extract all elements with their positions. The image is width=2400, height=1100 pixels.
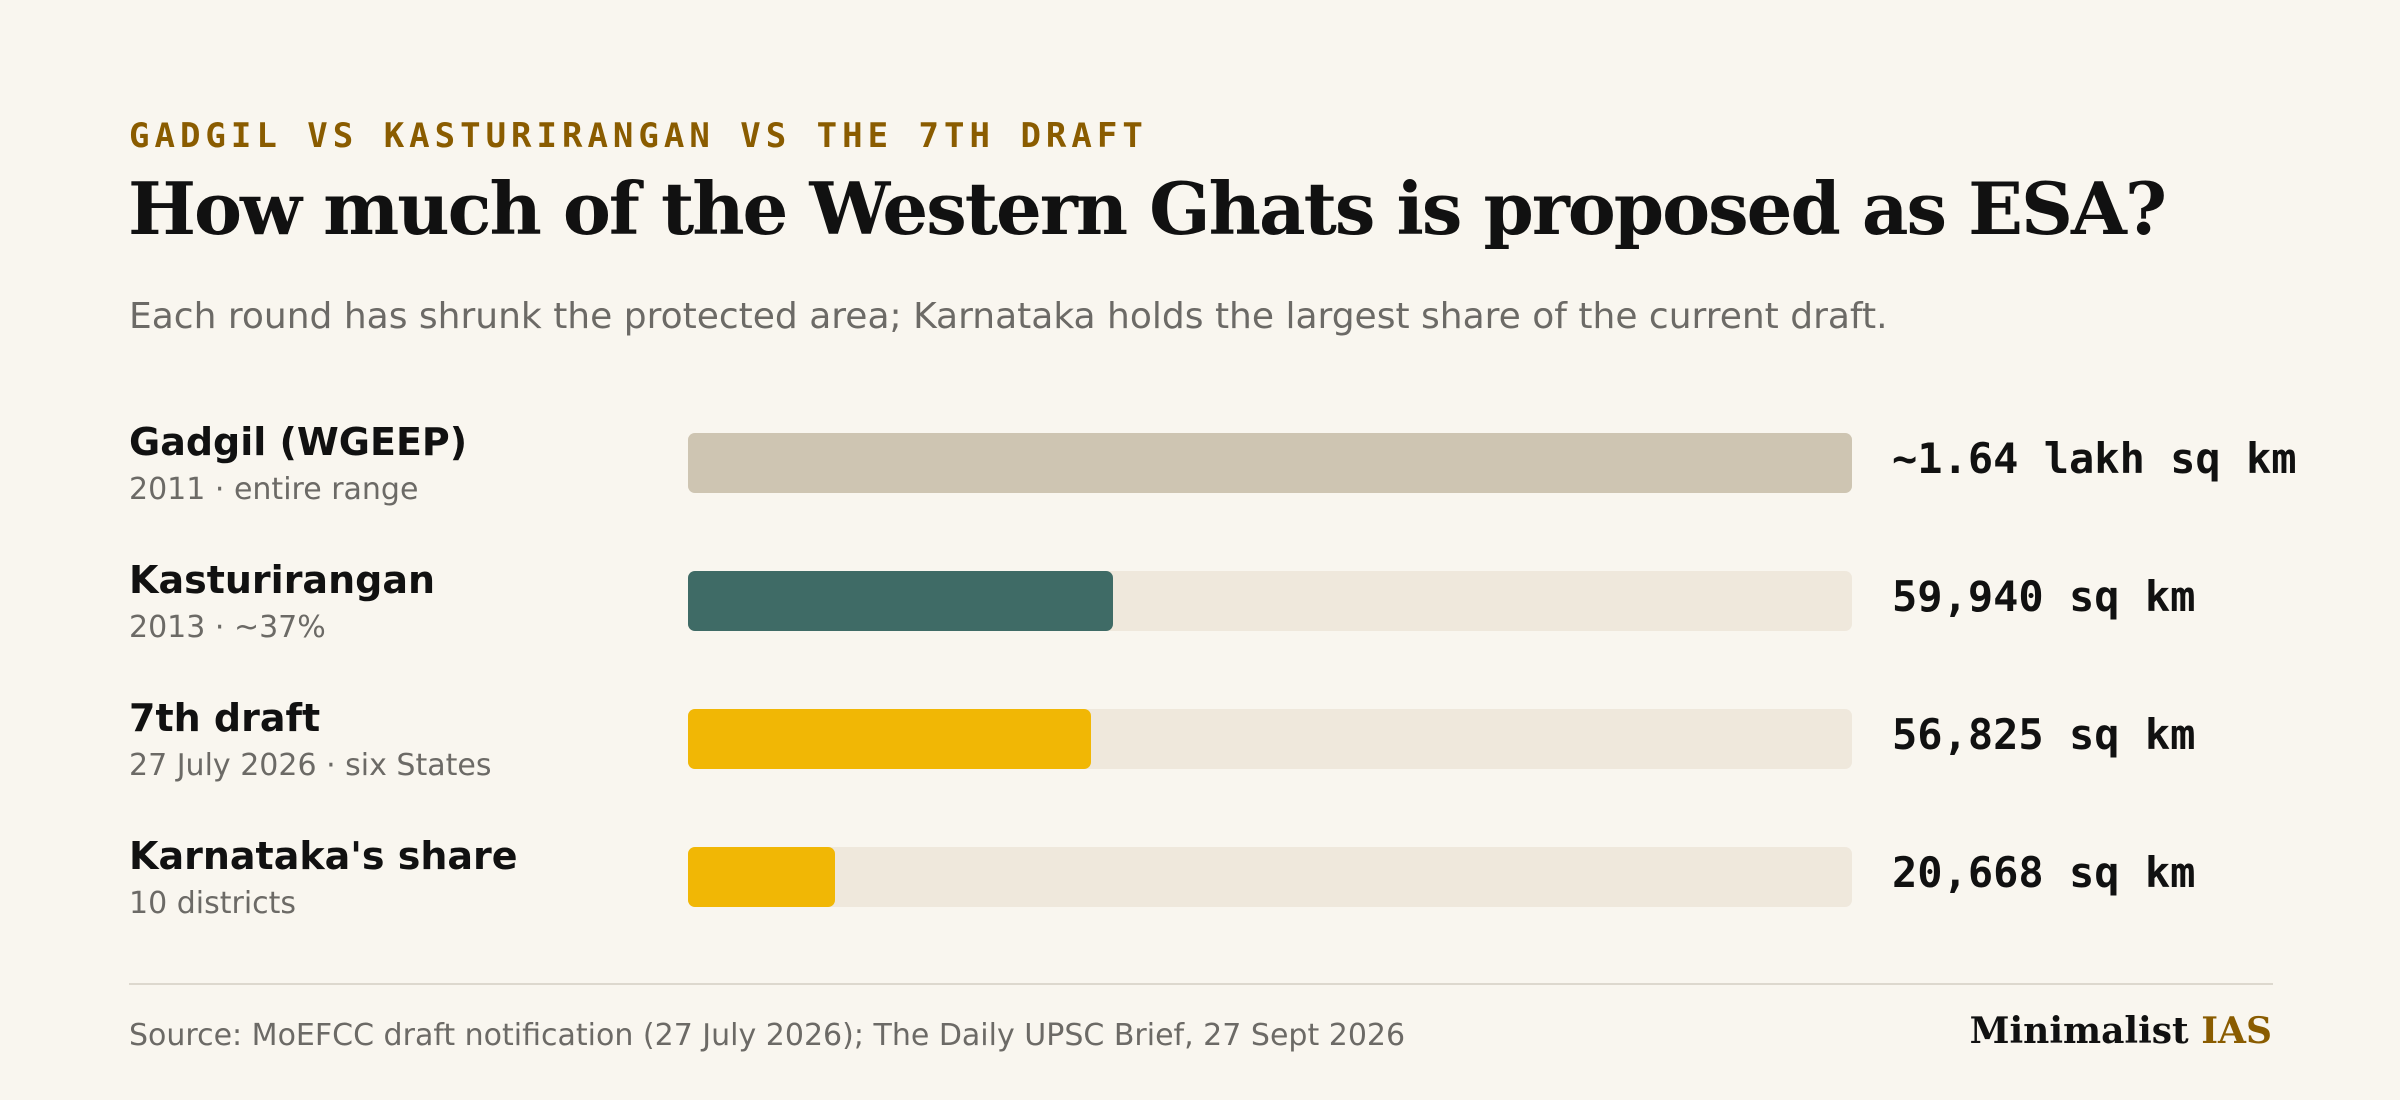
bar-track: [688, 847, 1852, 907]
bar-row-gadgil: Gadgil (WGEEP) 2011 · entire range ~1.64…: [0, 420, 2400, 520]
footer-divider: [129, 983, 2273, 985]
bar-7th-draft: [688, 709, 1091, 769]
bar-value-label: ~1.64 lakh sq km: [1892, 434, 2297, 483]
bar-row-7th-draft: 7th draft 27 July 2026 · six States 56,8…: [0, 696, 2400, 796]
bar-note: 10 districts: [129, 886, 297, 921]
bar-row-karnataka: Karnataka's share 10 districts 20,668 sq…: [0, 834, 2400, 934]
bar-note: 27 July 2026 · six States: [129, 748, 492, 783]
brand-accent: IAS: [2201, 1010, 2272, 1052]
bar-row-kasturirangan: Kasturirangan 2013 · ~37% 59,940 sq km: [0, 558, 2400, 658]
source-note: Source: MoEFCC draft notification (27 Ju…: [129, 1018, 1406, 1053]
bar-kasturirangan: [688, 571, 1113, 631]
bar-track: [688, 709, 1852, 769]
bar-track: [688, 571, 1852, 631]
bar-track: [688, 433, 1852, 493]
bar-value-label: 20,668 sq km: [1892, 848, 2196, 897]
bar-label: Kasturirangan: [129, 558, 436, 602]
bar-label: Gadgil (WGEEP): [129, 420, 468, 464]
chart-kicker: GADGIL VS KASTURIRANGAN VS THE 7TH DRAFT: [129, 116, 1148, 156]
bar-note: 2011 · entire range: [129, 472, 419, 507]
brand-name: Minimalist: [1969, 1010, 2189, 1052]
bar-gadgil: [688, 433, 1852, 493]
bar-label: Karnataka's share: [129, 834, 518, 878]
bar-value-label: 59,940 sq km: [1892, 572, 2196, 621]
chart-subtitle: Each round has shrunk the protected area…: [129, 296, 1888, 337]
bar-value-label: 56,825 sq km: [1892, 710, 2196, 759]
chart-title: How much of the Western Ghats is propose…: [128, 166, 2167, 251]
brand-logo: Minimalist IAS: [1970, 1010, 2272, 1052]
bar-label: 7th draft: [129, 696, 321, 740]
bar-karnataka: [688, 847, 835, 907]
bar-note: 2013 · ~37%: [129, 610, 326, 645]
